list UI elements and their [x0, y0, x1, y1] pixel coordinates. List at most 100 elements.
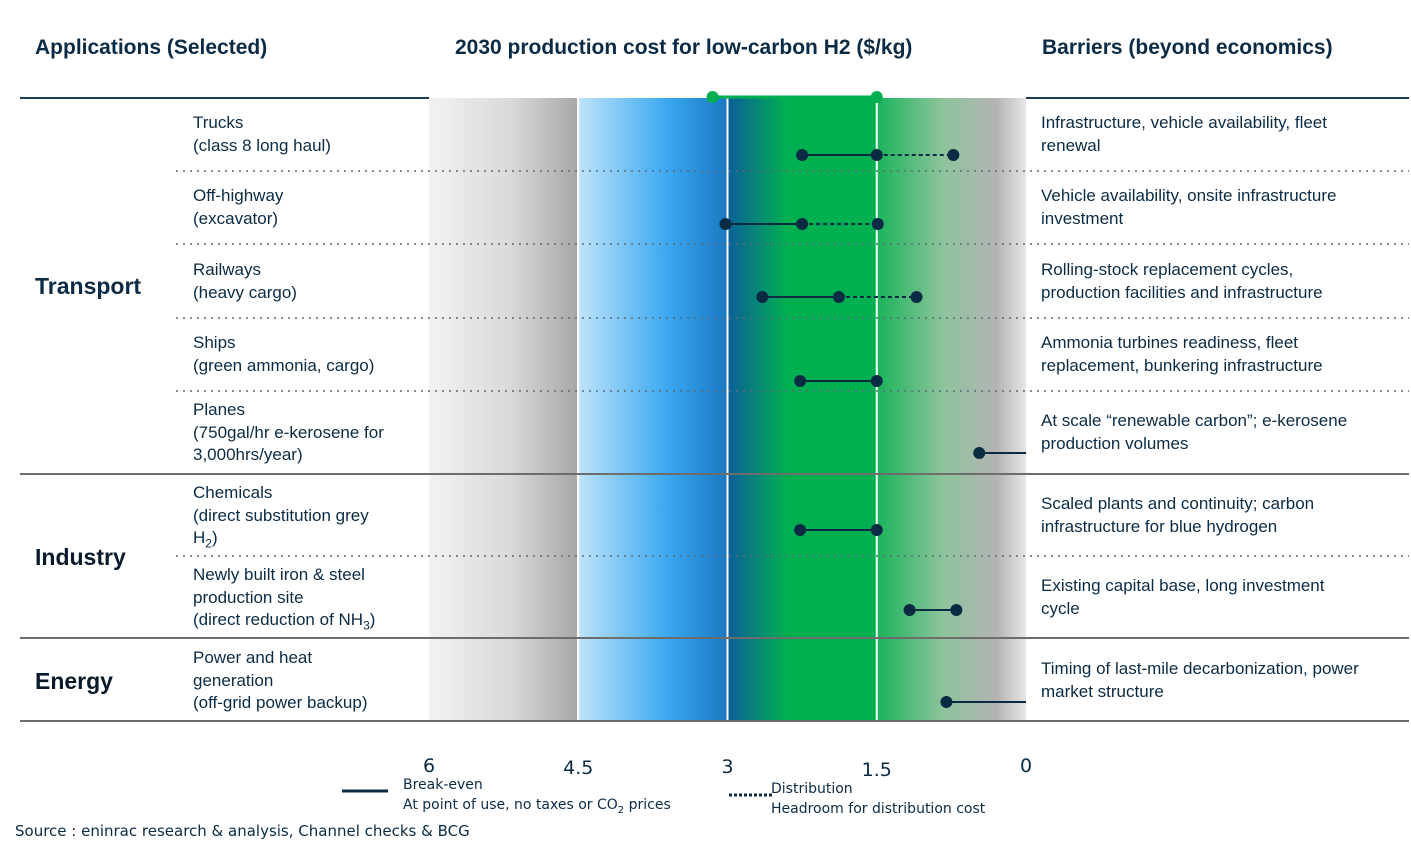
app-line: (class 8 long haul) [193, 135, 331, 155]
distribution-point [871, 218, 884, 230]
app-chemicals: Chemicals (direct substitution grey H2) [193, 482, 369, 555]
barrier-line: Vehicle availability, onsite infrastruct… [1041, 186, 1337, 205]
app-line: generation [193, 670, 274, 690]
app-line: H2) [193, 527, 369, 555]
break-even-point [796, 149, 809, 161]
distribution-point [910, 291, 923, 303]
band-dividers [577, 98, 878, 721]
range-marker [706, 91, 883, 103]
legend-distribution-title: Distribution [771, 781, 853, 797]
barrier-line: Timing of last-mile decarbonization, pow… [1041, 659, 1359, 678]
break-even-point [903, 604, 916, 616]
app-line: Power and heat [193, 648, 313, 667]
barrier-chemicals: Scaled plants and continuity; carbon inf… [1041, 493, 1314, 538]
app-line: (excavator) [193, 208, 279, 228]
break-even-point [870, 375, 883, 387]
app-iron-steel: Newly built iron & steel production site… [193, 564, 375, 637]
app-line: Railways [193, 260, 262, 279]
barrier-iron-steel: Existing capital base, long investment c… [1041, 575, 1325, 620]
barrier-line: Rolling-stock replacement cycles, [1041, 260, 1294, 279]
legend-distribution-desc: Headroom for distribution cost [771, 801, 986, 817]
app-line: (heavy cargo) [193, 282, 297, 302]
barrier-off-highway: Vehicle availability, onsite infrastruct… [1041, 185, 1336, 230]
app-line: Planes [193, 400, 245, 419]
app-subscript: 2 [205, 536, 212, 551]
barrier-planes: At scale “renewable carbon”; e-kerosene … [1041, 410, 1347, 455]
band-grey [429, 98, 577, 721]
break-even-point [719, 218, 732, 230]
band-blue-green [727, 98, 787, 721]
app-line: (750gal/hr e-kerosene for [193, 422, 384, 442]
row-separators [20, 97, 1409, 722]
barrier-line: Infrastructure, vehicle availability, fl… [1041, 113, 1327, 132]
range-marker-dot [870, 91, 883, 103]
break-even-point [794, 524, 807, 536]
legend-marks [342, 789, 773, 797]
break-even-point [870, 149, 883, 161]
header-barriers: Barriers (beyond economics) [1042, 36, 1333, 59]
app-line: (direct substitution grey [193, 505, 369, 525]
barrier-line: production volumes [1041, 433, 1189, 453]
app-text: H [193, 528, 206, 547]
break-even-point [870, 524, 883, 536]
app-text: ) [211, 528, 218, 547]
app-text: ) [369, 610, 376, 629]
barrier-railways: Rolling-stock replacement cycles, produc… [1041, 259, 1323, 304]
app-subscript: 3 [363, 618, 370, 633]
x-tick-label: 6 [423, 755, 435, 777]
series-marks [719, 149, 1026, 708]
break-even-point [756, 291, 769, 303]
header-cost: 2030 production cost for low-carbon H2 (… [455, 36, 913, 59]
barrier-line: Ammonia turbines readiness, fleet [1041, 333, 1299, 352]
barrier-line: renewal [1041, 135, 1101, 155]
app-line: (off-grid power backup) [193, 693, 368, 712]
barrier-ships: Ammonia turbines readiness, fleet replac… [1041, 332, 1323, 377]
app-line: (direct reduction of NH3) [193, 609, 375, 637]
app-text: (direct reduction of NH [193, 610, 364, 629]
app-railways: Railways (heavy cargo) [193, 259, 297, 304]
cost-bands [429, 98, 1026, 721]
barrier-line: investment [1041, 208, 1124, 228]
x-tick-label: 1.5 [862, 759, 892, 781]
legend-break-even: Break-even At point of use, no taxes or … [403, 775, 671, 821]
app-line: Chemicals [193, 483, 273, 502]
app-ships: Ships (green ammonia, cargo) [193, 332, 374, 377]
app-line: Trucks [193, 113, 244, 132]
app-line: Off-highway [193, 186, 284, 205]
barrier-line: At scale “renewable carbon”; e-kerosene [1041, 411, 1348, 430]
app-trucks: Trucks (class 8 long haul) [193, 112, 331, 157]
break-even-point [832, 291, 845, 303]
distribution-point [947, 149, 960, 161]
band-green-grey [876, 98, 1026, 721]
app-line: (green ammonia, cargo) [193, 355, 375, 375]
sector-industry: Industry [35, 544, 126, 570]
break-even-point [794, 375, 807, 387]
sector-transport: Transport [35, 273, 142, 299]
app-power-heat: Power and heat generation (off-grid powe… [193, 647, 368, 715]
x-tick-label: 4.5 [563, 757, 593, 779]
barrier-line: Existing capital base, long investment [1041, 576, 1325, 595]
range-marker-dot [706, 91, 719, 103]
legend-desc-text: At point of use, no taxes or CO [403, 797, 618, 813]
barrier-trucks: Infrastructure, vehicle availability, fl… [1041, 112, 1327, 157]
break-even-point [940, 696, 953, 708]
barrier-line: Scaled plants and continuity; carbon [1041, 494, 1315, 513]
break-even-point [796, 218, 809, 230]
break-even-point [950, 604, 963, 616]
band-green [787, 98, 876, 721]
legend-desc-text: prices [624, 797, 671, 813]
source-note: Source : eninrac research & analysis, Ch… [15, 822, 470, 840]
barrier-power-heat: Timing of last-mile decarbonization, pow… [1041, 658, 1359, 703]
x-tick-label: 0 [1020, 755, 1032, 777]
x-axis-ticks: 6 4.5 3 1.5 0 [423, 755, 1032, 781]
barrier-line: cycle [1041, 598, 1080, 618]
legend-distribution: Distribution Headroom for distribution c… [771, 779, 985, 819]
legend-break-even-title: Break-even [403, 777, 483, 793]
app-line: 3,000hrs/year) [193, 445, 303, 464]
app-planes: Planes (750gal/hr e-kerosene for 3,000hr… [193, 399, 384, 467]
app-off-highway: Off-highway (excavator) [193, 185, 283, 230]
barrier-line: market structure [1041, 681, 1164, 701]
app-line: production site [193, 587, 304, 607]
barrier-line: production facilities and infrastructure [1041, 282, 1323, 302]
